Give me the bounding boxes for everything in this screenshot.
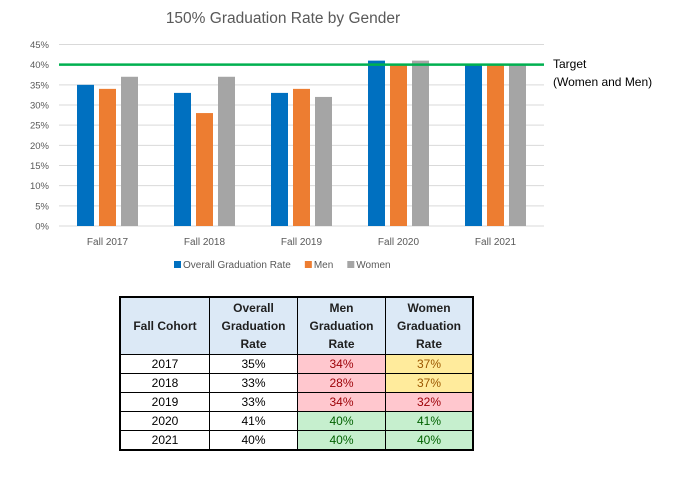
overall-rate-cell: 33% <box>209 392 298 412</box>
overall-rate-cell: 33% <box>209 373 298 393</box>
graduation-rate-chart: 150% Graduation Rate by Gender 0% 5% 10% 15… <box>30 10 652 271</box>
women-rate-cell: 37% <box>385 373 474 393</box>
table-header-row: Fall Cohort Overall Graduation Rate Men Gra… <box>119 296 474 355</box>
x-tick-label: Fall 2021 <box>475 237 517 248</box>
y-tick-label: 10% <box>30 181 50 192</box>
x-tick-label: Fall 2019 <box>281 237 323 248</box>
women-rate-cell: 41% <box>385 411 474 431</box>
cohort-cell: 2021 <box>119 430 210 451</box>
y-tick-label: 15% <box>30 161 50 172</box>
bar-women-fall-2017 <box>121 76 138 227</box>
bar-women-fall-2018 <box>218 76 235 227</box>
bar-women-fall-2021 <box>509 64 526 227</box>
bar-women-fall-2019 <box>315 96 332 226</box>
bar-overall-graduation-rate-fall-2021 <box>465 64 482 227</box>
y-tick-label: 40% <box>30 60 50 71</box>
legend-label: Overall Graduation Rate <box>183 260 291 271</box>
x-tick-label: Fall 2020 <box>378 237 420 248</box>
table-row: 2021 40% 40% 40% <box>119 430 474 451</box>
x-axis-labels: Fall 2017 Fall 2018 Fall 2019 Fall 2020 Fall… <box>87 237 517 248</box>
overall-rate-cell: 35% <box>209 354 298 374</box>
legend-swatch <box>347 261 355 268</box>
men-rate-cell: 34% <box>297 354 386 374</box>
women-rate-cell: 37% <box>385 354 474 374</box>
y-tick-label: 5% <box>35 201 49 212</box>
cohort-cell: 2020 <box>119 411 210 431</box>
header-overall-rate: Overall Graduation Rate <box>209 296 298 355</box>
men-rate-cell: 40% <box>297 411 386 431</box>
x-tick-label: Fall 2018 <box>184 237 226 248</box>
bar-men-fall-2019 <box>293 88 310 226</box>
chart-title: 150% Graduation Rate by Gender <box>166 10 400 27</box>
table-row: 2018 33% 28% 37% <box>119 373 474 393</box>
bar-women-fall-2020 <box>412 60 429 227</box>
table-row: 2020 41% 40% 41% <box>119 411 474 431</box>
graduation-rate-table: Fall Cohort Overall Graduation Rate Men Gra… <box>119 296 474 451</box>
bar-men-fall-2018 <box>196 113 213 226</box>
bar-overall-graduation-rate-fall-2017 <box>77 84 94 226</box>
y-tick-label: 30% <box>30 101 50 112</box>
legend-label: Men <box>314 260 333 271</box>
y-tick-label: 35% <box>30 80 50 91</box>
table-row: 2017 35% 34% 37% <box>119 354 474 374</box>
men-rate-cell: 34% <box>297 392 386 412</box>
target-label-line1: Target <box>553 57 587 71</box>
bar-overall-graduation-rate-fall-2019 <box>271 92 288 227</box>
overall-rate-cell: 40% <box>209 430 298 451</box>
y-axis-ticks: 0% 5% 10% 15% 20% 25% 30% 35% 40% 45% <box>30 40 50 233</box>
y-tick-label: 45% <box>30 40 50 51</box>
cohort-cell: 2017 <box>119 354 210 374</box>
cohort-cell: 2019 <box>119 392 210 412</box>
bar-overall-graduation-rate-fall-2018 <box>174 92 191 227</box>
legend-swatch <box>304 261 312 268</box>
y-tick-label: 25% <box>30 121 50 132</box>
x-tick-label: Fall 2017 <box>87 237 129 248</box>
table-row: 2019 33% 34% 32% <box>119 392 474 412</box>
men-rate-cell: 28% <box>297 373 386 393</box>
legend-swatch <box>174 261 181 268</box>
women-rate-cell: 32% <box>385 392 474 412</box>
bar-men-fall-2020 <box>390 64 407 227</box>
women-rate-cell: 40% <box>385 430 474 451</box>
men-rate-cell: 40% <box>297 430 386 451</box>
header-fall-cohort: Fall Cohort <box>119 296 210 355</box>
y-tick-label: 20% <box>30 141 50 152</box>
bar-men-fall-2017 <box>99 88 116 226</box>
legend: Overall Graduation Rate Men Women <box>174 260 391 271</box>
cohort-cell: 2018 <box>119 373 210 393</box>
y-tick-label: 0% <box>35 222 49 233</box>
bars <box>77 60 526 227</box>
bar-overall-graduation-rate-fall-2020 <box>368 60 385 227</box>
header-women-rate: Women Graduation Rate <box>385 296 474 355</box>
bar-men-fall-2021 <box>487 64 504 227</box>
overall-rate-cell: 41% <box>209 411 298 431</box>
legend-label: Women <box>356 260 390 271</box>
header-men-rate: Men Graduation Rate <box>297 296 386 355</box>
target-label-line2: (Women and Men) <box>553 75 652 89</box>
